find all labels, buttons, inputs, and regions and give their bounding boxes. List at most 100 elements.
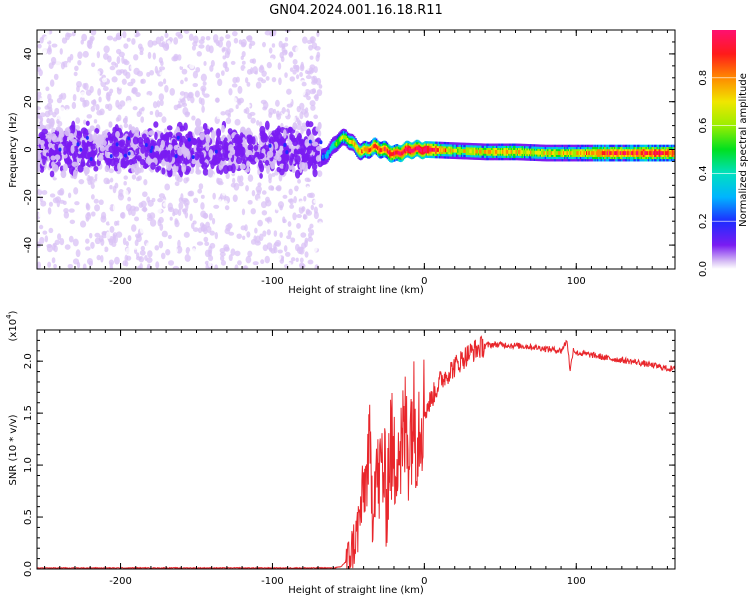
heatmap-core-blob <box>270 160 276 170</box>
spectrogram-x-axis-label: Height of straight line (km) <box>288 285 424 296</box>
heatmap-band-cell <box>331 143 334 148</box>
heatmap-band-cell <box>378 147 380 152</box>
heatmap-speck <box>63 207 69 214</box>
heatmap-core-blob <box>301 153 308 161</box>
heatmap-core-blob <box>42 155 46 166</box>
heatmap-speck <box>162 78 167 85</box>
heatmap-band-cell <box>415 146 418 151</box>
heatmap-band-cell <box>446 148 448 153</box>
heatmap-speck <box>137 265 142 269</box>
heatmap-speck <box>198 97 203 105</box>
heatmap-speck <box>275 110 280 118</box>
heatmap-speck <box>188 33 194 41</box>
heatmap-speck <box>241 51 246 58</box>
heatmap-speck <box>90 241 95 249</box>
heatmap-speck <box>310 229 315 236</box>
heatmap-speck <box>231 234 236 242</box>
heatmap-band-cell <box>583 151 586 155</box>
heatmap-speck <box>78 179 85 185</box>
heatmap-band-cell <box>581 151 583 155</box>
heatmap-speck <box>292 212 297 221</box>
heatmap-speck <box>172 208 179 216</box>
heatmap-speck <box>243 68 248 76</box>
heatmap-speck <box>75 117 81 124</box>
heatmap-core-blob <box>174 159 180 167</box>
heatmap-core-blob <box>136 155 142 162</box>
heatmap-core-blob <box>181 163 187 173</box>
heatmap-core-blob <box>271 130 279 137</box>
heatmap-speck <box>52 97 56 105</box>
heatmap-core-blob <box>47 133 52 143</box>
heatmap-core-blob <box>115 146 121 153</box>
heatmap-speck <box>240 225 246 231</box>
heatmap-speck <box>92 90 98 99</box>
heatmap-hot-speck <box>109 154 113 159</box>
heatmap-speck <box>204 241 210 247</box>
heatmap-speck <box>109 65 116 71</box>
heatmap-core-blob <box>132 136 139 145</box>
heatmap-core-blob <box>306 128 311 137</box>
heatmap-core-blob <box>198 126 204 132</box>
heatmap-speck <box>316 30 320 38</box>
heatmap-speck <box>155 261 160 269</box>
heatmap-speck <box>297 120 302 126</box>
heatmap-speck <box>213 204 220 209</box>
heatmap-core-blob <box>202 168 209 176</box>
heatmap-band-cell <box>362 148 364 152</box>
heatmap-speck <box>301 81 307 87</box>
heatmap-speck <box>254 227 258 234</box>
heatmap-speck <box>247 112 252 120</box>
heatmap-band-cell <box>372 145 374 150</box>
heatmap-speck <box>204 112 209 118</box>
heatmap-band-cell <box>442 148 445 153</box>
heatmap-band-cell <box>413 147 416 152</box>
y-tick-label: 0 <box>23 146 34 152</box>
heatmap-speck <box>284 36 289 42</box>
heatmap-core-blob <box>62 163 68 172</box>
heatmap-core-blob <box>264 120 270 130</box>
heatmap-speck <box>86 114 93 119</box>
snr-y-multiplier: (x104) <box>5 310 19 341</box>
heatmap-speck <box>214 231 218 240</box>
heatmap-speck <box>184 77 188 82</box>
heatmap-core-blob <box>80 161 86 167</box>
heatmap-speck <box>41 190 48 195</box>
heatmap-speck <box>313 114 319 120</box>
heatmap-band-cell <box>547 151 549 155</box>
heatmap-band-cell <box>381 147 384 152</box>
heatmap-speck <box>295 46 302 54</box>
heatmap-speck <box>141 106 145 112</box>
heatmap-band-cell <box>613 151 616 155</box>
heatmap-speck <box>109 265 114 269</box>
heatmap-speck <box>130 78 136 84</box>
heatmap-band-cell <box>448 148 451 153</box>
heatmap-speck <box>260 79 267 84</box>
heatmap-speck <box>180 193 184 201</box>
heatmap-band-cell <box>571 151 574 155</box>
heatmap-speck <box>309 55 314 60</box>
heatmap-speck <box>257 219 263 227</box>
heatmap-speck <box>278 40 283 48</box>
heatmap-speck <box>301 206 306 212</box>
heatmap-speck <box>146 176 153 183</box>
heatmap-core-blob <box>46 118 51 124</box>
heatmap-core-blob <box>294 169 301 179</box>
heatmap-band-cell <box>548 151 550 155</box>
heatmap-core-blob <box>173 145 179 151</box>
heatmap-band-cell <box>660 151 662 155</box>
heatmap-speck <box>283 245 288 253</box>
heatmap-speck <box>158 93 165 101</box>
heatmap-speck <box>170 190 175 199</box>
heatmap-speck <box>131 224 137 232</box>
heatmap-speck <box>290 237 296 243</box>
heatmap-band-cell <box>530 150 532 155</box>
heatmap-hot-speck <box>167 150 171 155</box>
heatmap-band-cell <box>447 148 450 153</box>
heatmap-band-cell <box>556 151 559 155</box>
heatmap-speck <box>192 70 199 79</box>
heatmap-core-blob <box>258 160 263 169</box>
heatmap-speck <box>123 180 127 186</box>
heatmap-band-cell <box>635 151 638 155</box>
heatmap-core-blob <box>119 139 126 147</box>
heatmap-speck <box>109 177 114 183</box>
